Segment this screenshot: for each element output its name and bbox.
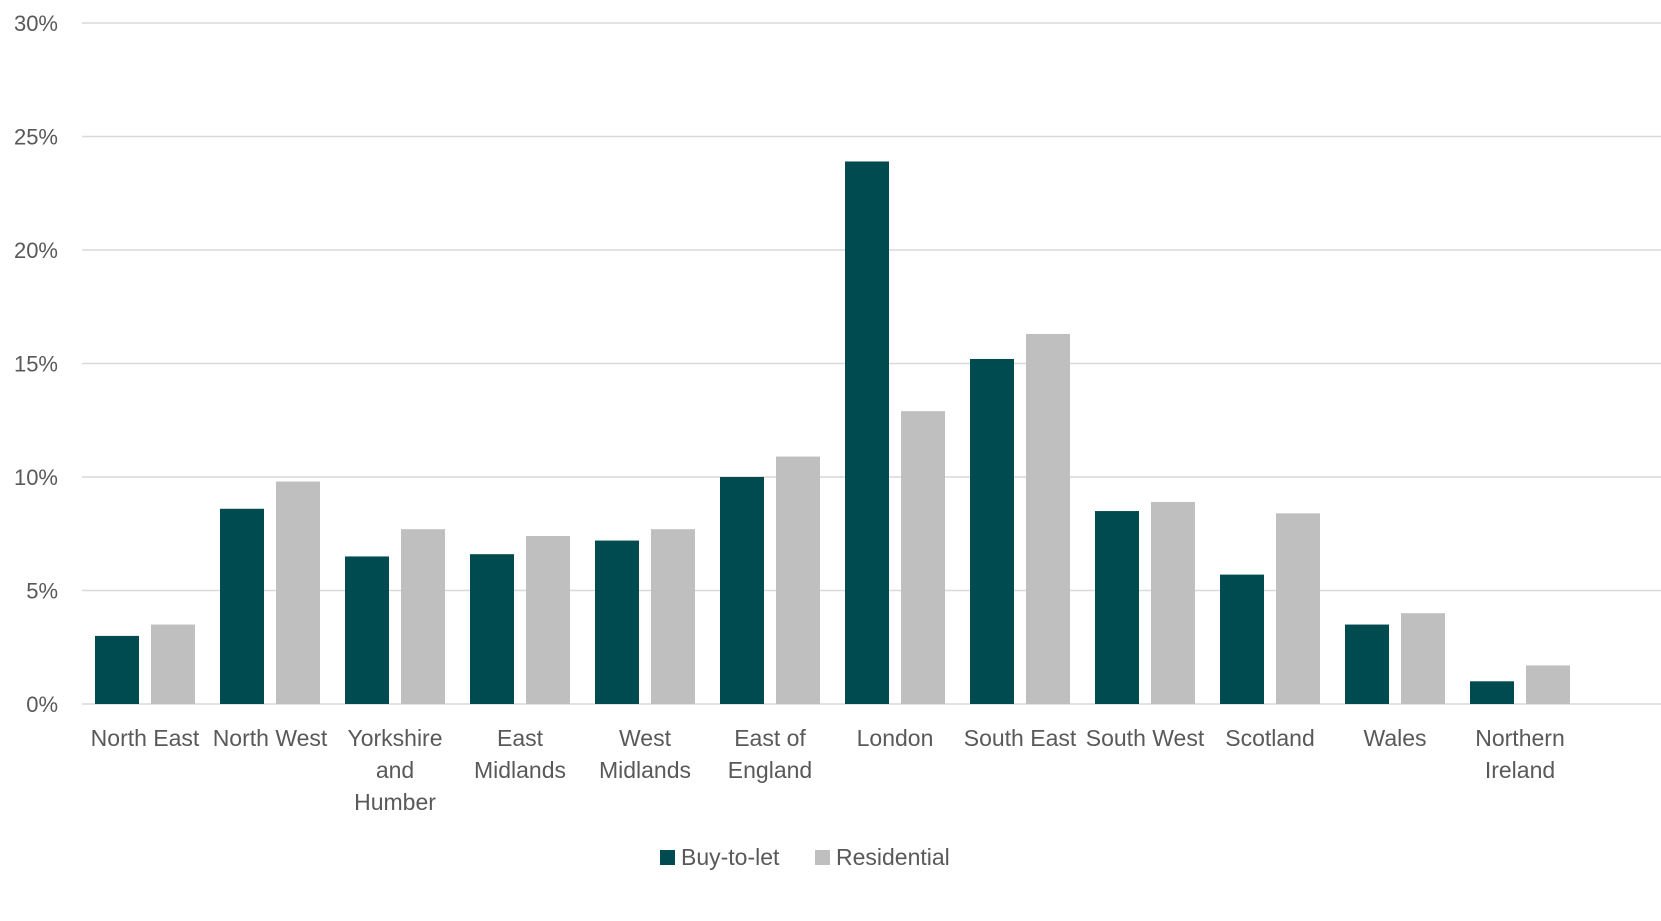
bar-residential [776, 456, 820, 704]
x-category-label: Midlands [474, 757, 566, 783]
bar-residential [1151, 501, 1195, 704]
bar-residential [401, 529, 445, 704]
bar-buy-to-let [970, 358, 1014, 704]
x-category-label: North West [213, 725, 328, 751]
x-category-label: East of [734, 725, 806, 751]
x-category-label: Northern [1475, 725, 1564, 751]
bar-buy-to-let [1220, 574, 1264, 704]
x-category-label: Wales [1363, 725, 1426, 751]
y-tick-label: 0% [26, 692, 58, 717]
bars [95, 161, 1570, 705]
x-category-label: London [857, 725, 934, 751]
bar-residential [901, 411, 945, 704]
x-category-label: Ireland [1485, 757, 1555, 783]
bar-buy-to-let [845, 161, 889, 705]
y-tick-label: 25% [14, 125, 58, 150]
bar-buy-to-let [720, 477, 764, 704]
x-category-label: East [497, 725, 544, 751]
bar-residential [1401, 613, 1445, 704]
x-category-label: Scotland [1225, 725, 1315, 751]
x-category-label: Humber [354, 789, 436, 815]
y-tick-label: 10% [14, 465, 58, 490]
bar-residential [1026, 333, 1070, 704]
legend-label: Buy-to-let [681, 844, 780, 870]
bar-buy-to-let [220, 508, 264, 704]
y-tick-label: 30% [14, 11, 58, 36]
x-category-label: Yorkshire [347, 725, 442, 751]
bar-residential [151, 624, 195, 704]
x-category-label: Midlands [599, 757, 691, 783]
x-axis-categories: North East North West Yorkshire and Humber Ea… [91, 725, 1565, 815]
y-tick-label: 20% [14, 238, 58, 263]
legend-swatch [660, 850, 675, 865]
legend-label: Residential [836, 844, 950, 870]
bar-residential [651, 529, 695, 704]
x-category-label: South East [964, 725, 1077, 751]
bar-buy-to-let [595, 540, 639, 704]
bar-residential [1276, 513, 1320, 704]
x-category-label: and [376, 757, 414, 783]
legend-swatch [815, 850, 830, 865]
bar-buy-to-let [470, 554, 514, 704]
bar-buy-to-let [1095, 511, 1139, 704]
bar-buy-to-let [95, 635, 139, 704]
x-category-label: South West [1086, 725, 1205, 751]
legend: Buy-to-let Residential [660, 844, 950, 870]
bar-residential [1526, 665, 1570, 704]
y-tick-label: 5% [26, 579, 58, 604]
bar-residential [526, 536, 570, 704]
x-category-label: North East [91, 725, 200, 751]
x-category-label: England [728, 757, 812, 783]
y-axis-ticks: 0% 5% 10% 15% 20% 25% 30% [14, 11, 58, 717]
x-category-label: West [619, 725, 672, 751]
bar-residential [276, 481, 320, 704]
y-tick-label: 15% [14, 352, 58, 377]
bar-buy-to-let [1470, 681, 1514, 704]
bar-buy-to-let [345, 556, 389, 704]
bar-buy-to-let [1345, 624, 1389, 704]
